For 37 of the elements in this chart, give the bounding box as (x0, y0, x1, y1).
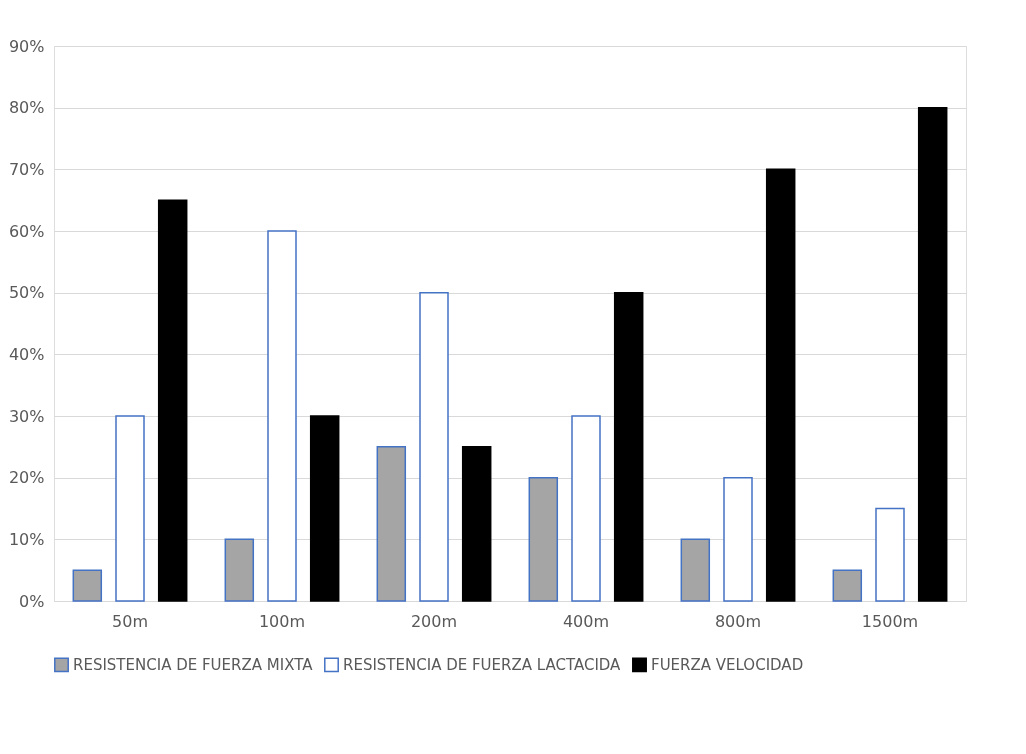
y-tick-label: 40% (8, 344, 45, 364)
legend-label: RESISTENCIA DE FUERZA LACTACIDA (343, 655, 622, 674)
legend-label: RESISTENCIA DE FUERZA MIXTA (73, 655, 314, 674)
bar (461, 446, 492, 602)
x-tick-label: 200m (410, 611, 458, 631)
y-tick-label: 80% (8, 98, 45, 118)
y-tick-label: 30% (8, 406, 45, 426)
x-tick-label: 1500m (861, 611, 919, 631)
bar (613, 291, 644, 602)
bar (917, 106, 948, 602)
bar (875, 507, 905, 602)
legend-label: FUERZA VELOCIDAD (651, 655, 804, 674)
y-tick-label: 50% (8, 283, 45, 303)
x-tick-label: 50m (112, 611, 148, 631)
x-tick-label: 800m (714, 611, 762, 631)
bar (680, 538, 711, 602)
y-tick-label: 0% (19, 591, 45, 611)
y-tick-label: 60% (8, 221, 45, 241)
y-tick-label: 90% (8, 36, 45, 56)
y-tick-label: 70% (8, 159, 45, 179)
bar (376, 446, 407, 602)
bar (267, 230, 297, 602)
bar (723, 476, 753, 602)
bar (115, 415, 145, 602)
bar (419, 291, 449, 602)
bar (571, 415, 601, 602)
y-tick-label: 10% (8, 529, 45, 549)
x-tick-label: 100m (258, 611, 306, 631)
y-tick-label: 20% (8, 468, 45, 488)
bar (528, 476, 559, 602)
bar (224, 538, 255, 602)
bar (309, 415, 340, 602)
bar (157, 199, 188, 602)
x-tick-label: 400m (562, 611, 610, 631)
bar (765, 168, 796, 602)
bar (72, 569, 103, 602)
bar (832, 569, 863, 602)
